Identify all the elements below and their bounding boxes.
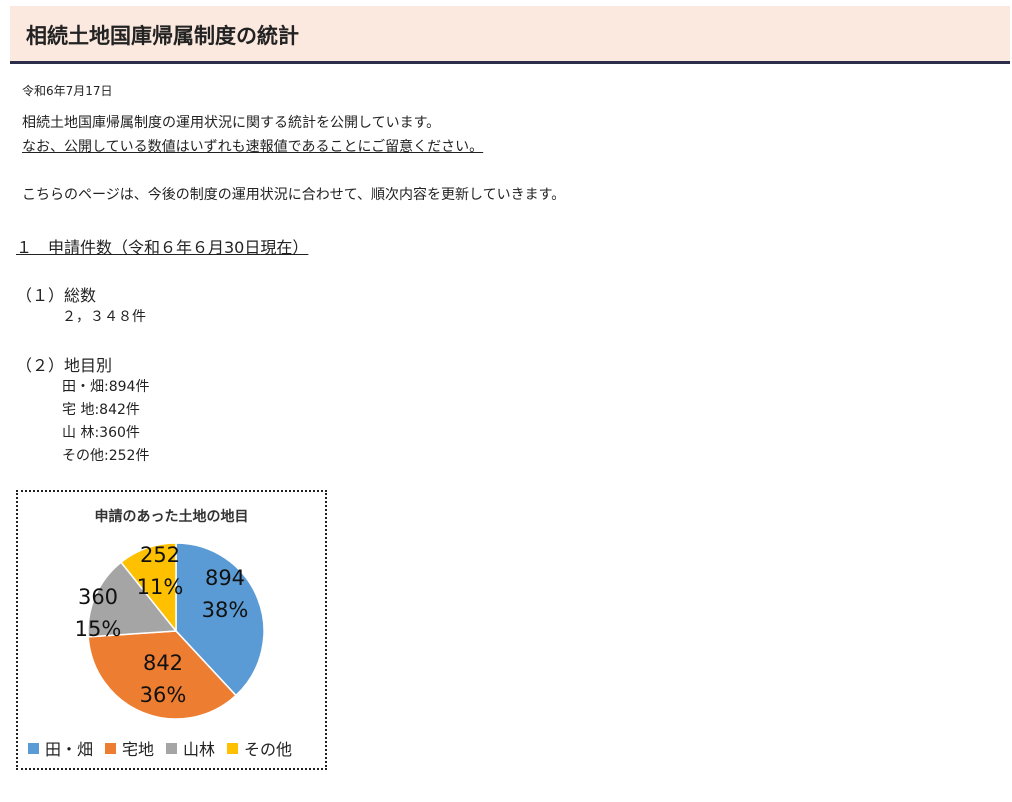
type-item: その他:252件 [62,448,150,464]
total-value: ２，３４８件 [62,309,146,325]
section-heading: １ 申請件数（令和６年６月30日現在） [16,238,309,257]
data-label-value: 360 [78,585,118,609]
intro-line-3: こちらのページは、今後の制度の運用状況に合わせて、順次内容を更新していきます。 [22,187,566,203]
publish-date: 令和6年7月17日 [22,84,113,98]
legend-swatch [28,742,39,754]
legend-swatch [166,742,178,754]
legend-swatch [105,742,117,754]
type-item: 田・畑:894件 [62,379,150,395]
legend-item: 宅地 [105,736,154,760]
legend-item: その他 [227,736,292,760]
data-label-percent: 38% [202,598,249,622]
legend-item: 山林 [166,736,215,760]
intro-notice: なお、公開している数値はいずれも速報値であることにご留意ください。 [22,139,484,155]
pie-slice [87,561,178,638]
type-item: 山 林:360件 [62,425,140,441]
legend-item: 田・畑 [28,736,93,760]
type-item: 宅 地:842件 [62,402,140,418]
total-label: （１）総数 [16,286,97,305]
data-label-value: 842 [143,651,183,675]
pie-slice [175,542,265,697]
data-label-value: 894 [205,566,245,590]
chart-title: 申請のあった土地の地目 [94,509,249,525]
pie-chart: 申請のあった土地の地目 894 38% 842 36% 360 15% 252 11% 田・畑… [16,490,327,770]
pie-svg: 894 38% 842 36% 360 15% 252 11% [75,542,265,720]
chart-legend: 田・畑 宅地 山林 その他 [28,736,292,760]
by-type-label: （２）地目別 [16,356,113,375]
pie-slice [87,630,237,720]
data-label-percent: 15% [75,617,122,641]
legend-swatch [227,742,239,754]
page-header: 相続土地国庫帰属制度の統計 [10,6,1010,64]
pie-slice [119,542,177,634]
page-title: 相続土地国庫帰属制度の統計 [26,24,299,48]
intro-line-1: 相続土地国庫帰属制度の運用状況に関する統計を公開しています。 [22,115,441,131]
data-label-percent: 11% [137,575,184,599]
data-label-value: 252 [140,543,180,567]
data-label-percent: 36% [140,683,187,707]
